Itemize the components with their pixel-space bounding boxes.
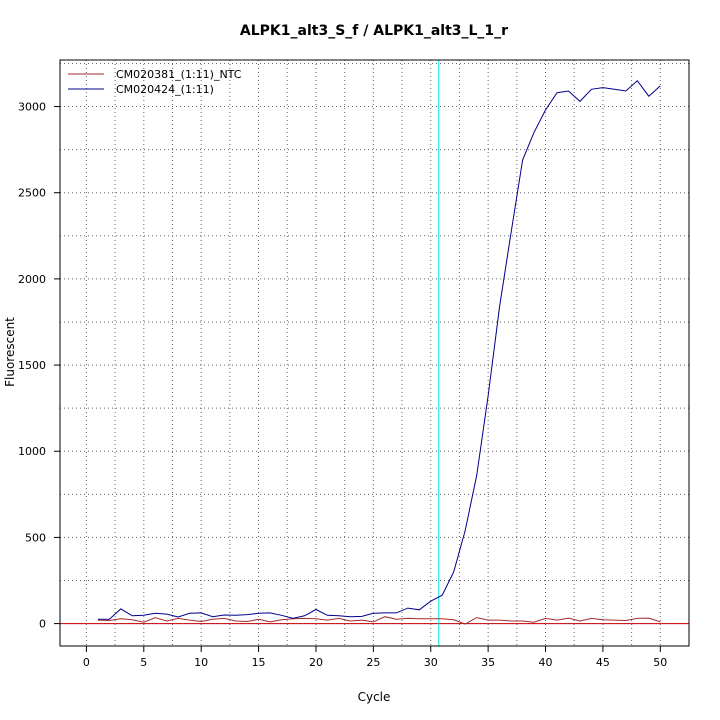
series-line-1 <box>97 616 661 625</box>
x-tick-label: 10 <box>194 656 208 669</box>
plot-area-frame <box>59 59 690 647</box>
grid <box>60 60 690 646</box>
y-tick-label: 2500 <box>18 187 46 200</box>
legend-label-series-2: CM020424_(1:11) <box>116 83 214 96</box>
y-tick-label: 1500 <box>18 359 46 372</box>
y-tick-label: 1000 <box>18 445 46 458</box>
x-tick-label: 30 <box>424 656 438 669</box>
legend: CM020381_(1:11)_NTC CM020424_(1:11) <box>68 68 242 96</box>
y-tick-label: 500 <box>25 531 46 544</box>
x-tick-label: 15 <box>252 656 266 669</box>
series-layer <box>97 79 661 625</box>
x-tick-label: 35 <box>481 656 495 669</box>
y-axis-label: Fluorescent <box>3 317 17 387</box>
threshold-layer <box>60 60 689 646</box>
series-line-2 <box>97 79 661 620</box>
x-axis-label: Cycle <box>358 690 391 704</box>
x-tick-label: 0 <box>83 656 90 669</box>
x-tick-label: 45 <box>596 656 610 669</box>
x-tick-label: 20 <box>309 656 323 669</box>
x-axis-ticks: 0 5 10 15 20 25 30 35 40 45 50 <box>83 646 667 669</box>
legend-label-series-1: CM020381_(1:11)_NTC <box>116 68 242 81</box>
chart-title: ALPK1_alt3_S_f / ALPK1_alt3_L_1_r <box>240 23 508 39</box>
x-tick-label: 5 <box>140 656 147 669</box>
x-tick-label: 40 <box>539 656 553 669</box>
y-tick-label: 3000 <box>18 101 46 114</box>
x-tick-label: 50 <box>653 656 667 669</box>
y-tick-label: 2000 <box>18 273 46 286</box>
y-tick-label: 0 <box>39 618 46 631</box>
y-axis-ticks: 0 500 1000 1500 2000 2500 3000 <box>18 101 60 631</box>
x-tick-label: 25 <box>366 656 380 669</box>
